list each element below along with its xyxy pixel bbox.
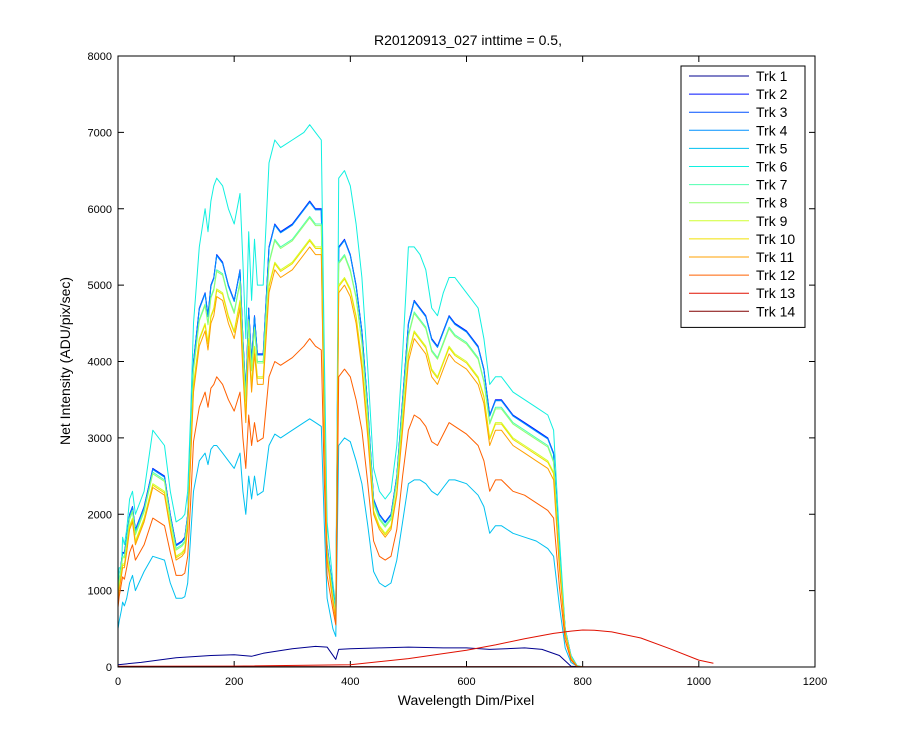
legend-label: Trk 7 <box>756 177 788 193</box>
series-line-trk-8 <box>117 217 583 668</box>
series-line-trk-4 <box>117 201 583 668</box>
series-line-trk-10 <box>117 240 583 668</box>
y-tick-label: 2000 <box>88 509 112 521</box>
x-tick-label: 800 <box>573 676 591 688</box>
legend-label: Trk 13 <box>756 285 795 301</box>
y-tick-label: 6000 <box>88 204 112 216</box>
legend-label: Trk 4 <box>756 122 788 138</box>
series-line-trk-5 <box>117 418 583 668</box>
legend-box <box>680 65 806 328</box>
legend-label: Trk 12 <box>756 267 795 283</box>
x-tick-label: 0 <box>115 676 121 688</box>
legend-label: Trk 14 <box>756 303 795 319</box>
x-axis-label: Wavelength Dim/Pixel <box>398 692 534 708</box>
x-tick-label: 400 <box>341 676 359 688</box>
y-tick-label: 3000 <box>88 433 112 445</box>
series-lines <box>117 124 714 668</box>
legend-label: Trk 5 <box>756 140 788 156</box>
legend-label: Trk 2 <box>756 86 788 102</box>
axes-frame <box>117 55 816 668</box>
legend-label: Trk 9 <box>756 213 788 229</box>
series-line-trk-7 <box>117 215 583 668</box>
x-tick-label: 600 <box>457 676 475 688</box>
legend: Trk 1 Trk 2 Trk 3 Trk 4 Trk 5 Trk 6 Trk 7 Trk 8… <box>680 65 806 328</box>
series-line-trk-12 <box>117 338 583 668</box>
series-line-trk-11 <box>117 246 583 668</box>
y-tick-label: 7000 <box>88 127 112 139</box>
legend-label: Trk 11 <box>756 249 794 265</box>
legend-label: Trk 3 <box>756 104 788 120</box>
x-tick-label: 1000 <box>687 676 711 688</box>
series-line-trk-6 <box>117 124 583 668</box>
y-tick-label: 4000 <box>88 357 112 369</box>
y-tick-label: 5000 <box>88 280 112 292</box>
series-line-trk-1 <box>117 645 583 668</box>
legend-label: Trk 1 <box>756 68 788 84</box>
x-tick-label: 1200 <box>803 676 827 688</box>
y-tick-label: 8000 <box>88 51 112 63</box>
series-line-trk-9 <box>117 238 583 668</box>
x-tick-label: 200 <box>225 676 243 688</box>
y-tick-label: 1000 <box>88 586 112 598</box>
chart-title: R20120913_027 inttime = 0.5, <box>374 32 562 48</box>
axis-ticks: 0 200 400 600 800 1000 1200 0 1000 2000 3000 4000 50… <box>88 51 828 688</box>
y-tick-label: 0 <box>106 662 112 674</box>
legend-label: Trk 10 <box>756 231 795 247</box>
y-axis-label: Net Intensity (ADU/pix/sec) <box>57 277 73 445</box>
series-line-trk-13 <box>117 629 714 667</box>
legend-label: Trk 8 <box>756 195 788 211</box>
legend-label: Trk 6 <box>756 159 788 175</box>
